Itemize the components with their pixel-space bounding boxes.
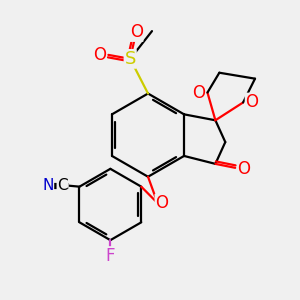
Text: O: O xyxy=(93,46,106,64)
Text: O: O xyxy=(130,23,142,41)
Text: C: C xyxy=(57,178,68,193)
Text: F: F xyxy=(106,247,115,265)
Text: S: S xyxy=(124,50,136,68)
Text: O: O xyxy=(192,83,205,101)
Text: O: O xyxy=(155,194,168,212)
Text: N: N xyxy=(42,178,53,193)
Text: O: O xyxy=(238,160,250,178)
Text: O: O xyxy=(245,93,259,111)
